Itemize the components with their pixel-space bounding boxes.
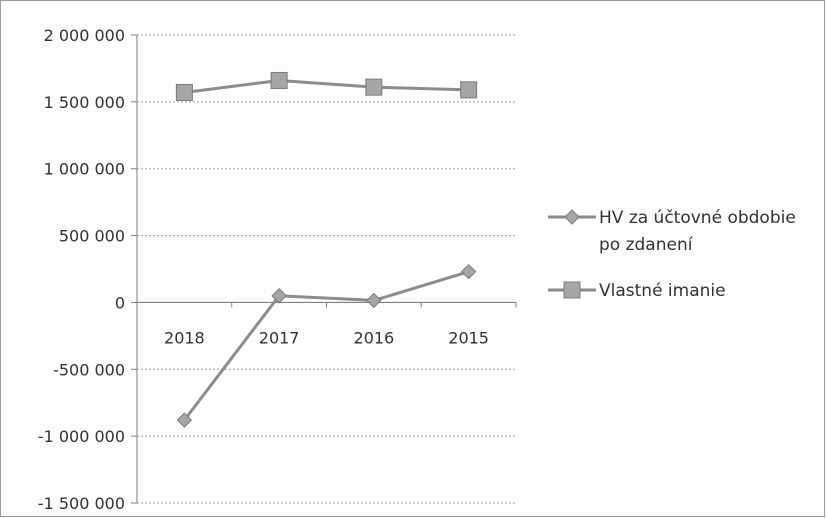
data-point <box>175 83 193 101</box>
data-point <box>460 81 478 99</box>
legend-diamond-marker <box>564 209 580 225</box>
y-axis-tick-labels: 2 000 000 1 500 000 1 000 000 500 000 0 -500 … <box>38 26 125 513</box>
y-tick-label: 2 000 000 <box>44 26 125 45</box>
data-point <box>365 78 383 96</box>
y-tick-label: 1 000 000 <box>44 160 125 179</box>
data-point <box>460 263 477 280</box>
series-hv-po-zdaneni <box>176 263 477 428</box>
legend-entry: HV za účtovné obdobie po zdanení <box>548 208 796 255</box>
x-tick-label: 2015 <box>448 328 489 347</box>
y-tick-label: 0 <box>115 293 125 312</box>
x-tick-label: 2017 <box>259 328 300 347</box>
data-point <box>270 71 288 89</box>
x-tick-label: 2018 <box>164 328 205 347</box>
y-tick-label: -500 000 <box>53 360 125 379</box>
y-tick-label: 500 000 <box>59 227 125 246</box>
series-vlastne-imanie <box>175 71 478 101</box>
series-line <box>184 78 469 94</box>
x-axis-tick-labels: 2018 2017 2016 2015 <box>164 328 489 347</box>
series-line <box>183 270 470 422</box>
legend: HV za účtovné obdobie po zdanení Vlastné i… <box>548 208 796 301</box>
data-point <box>271 288 287 304</box>
x-tick-label: 2016 <box>354 328 395 347</box>
legend-label: po zdanení <box>599 235 694 255</box>
legend-square-marker <box>563 281 581 299</box>
axes <box>131 34 517 504</box>
data-point <box>176 412 193 428</box>
legend-entry: Vlastné imanie <box>548 281 726 301</box>
gridlines <box>137 34 516 504</box>
series <box>175 71 478 428</box>
y-tick-label: -1 000 000 <box>38 427 125 446</box>
y-tick-label: 1 500 000 <box>44 93 125 112</box>
data-point <box>366 292 382 309</box>
legend-label: HV za účtovné obdobie <box>599 208 796 228</box>
legend-label: Vlastné imanie <box>599 281 726 301</box>
y-tick-label: -1 500 000 <box>38 494 125 513</box>
